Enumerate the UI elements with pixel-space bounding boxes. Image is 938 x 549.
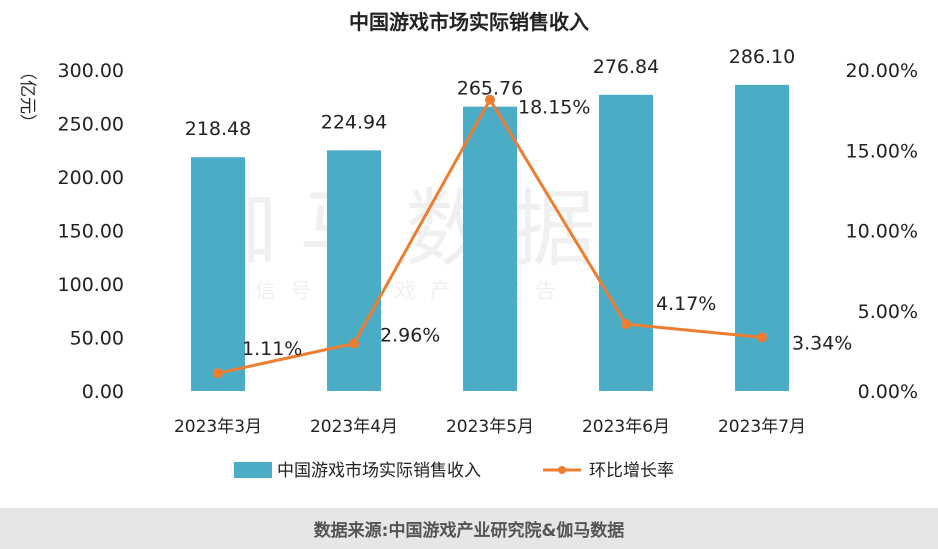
y-left-tick-label: 50.00 [70, 328, 124, 350]
y-right-tick-label: 0.00% [858, 381, 918, 403]
bar [327, 150, 381, 391]
y-axis-right: 0.00% 5.00% 10.00% 15.00% 20.00% [846, 60, 918, 403]
bar-value-label: 286.10 [729, 46, 795, 68]
legend-bar-swatch [234, 462, 272, 478]
chart-title: 中国游戏市场实际销售收入 [349, 10, 589, 34]
y-left-tick-label: 0.00 [82, 381, 124, 403]
y-right-tick-label: 20.00% [846, 60, 918, 82]
x-tick-label: 2023年4月 [310, 417, 398, 437]
bar-value-label: 276.84 [593, 56, 659, 78]
source-footer: 数据来源:中国游戏产业研究院&伽马数据 [0, 508, 938, 549]
bar-value-labels: 218.48 224.94 265.76 276.84 286.10 [185, 46, 795, 140]
line-value-labels: 1.11% 2.96% 18.15% 4.17% 3.34% [242, 97, 852, 360]
y-left-tick-label: 100.00 [58, 274, 124, 296]
line-point [621, 319, 631, 330]
line-value-label: 18.15% [518, 97, 590, 119]
legend-item-line: 环比增长率 [543, 461, 674, 481]
x-tick-label: 2023年7月 [718, 417, 806, 437]
x-axis: 2023年3月 2023年4月 2023年5月 2023年6月 2023年7月 [174, 417, 806, 437]
legend-line-label: 环比增长率 [589, 461, 674, 481]
y-left-tick-label: 300.00 [58, 60, 124, 82]
line-point [485, 94, 495, 105]
watermark: 伽马数据 微信号：游戏产业报告 [193, 180, 617, 303]
bar [191, 157, 245, 391]
watermark-main: 伽马数据 [193, 180, 617, 278]
line-series [213, 94, 767, 379]
y-left-tick-label: 250.00 [58, 114, 124, 136]
y-axis-label: （亿元） [17, 63, 37, 131]
y-right-tick-label: 5.00% [858, 301, 918, 323]
legend-line-marker [558, 466, 566, 474]
line-value-label: 2.96% [380, 324, 440, 346]
line-value-label: 3.34% [792, 332, 852, 354]
x-tick-label: 2023年3月 [174, 417, 262, 437]
line-point [213, 368, 223, 379]
line-value-label: 1.11% [242, 338, 302, 360]
y-right-tick-label: 10.00% [846, 221, 918, 243]
source-text: 数据来源:中国游戏产业研究院&伽马数据 [313, 521, 625, 541]
bar-value-label: 218.48 [185, 118, 251, 140]
x-tick-label: 2023年6月 [582, 417, 670, 437]
y-left-tick-label: 200.00 [58, 167, 124, 189]
line-point [757, 332, 767, 343]
bar [599, 94, 653, 392]
legend: 中国游戏市场实际销售收入 环比增长率 [234, 461, 674, 481]
legend-item-bar: 中国游戏市场实际销售收入 [234, 461, 481, 481]
y-left-tick-label: 150.00 [58, 221, 124, 243]
bar [463, 106, 517, 391]
line-value-label: 4.17% [656, 293, 716, 315]
bar [735, 84, 789, 392]
legend-bar-label: 中国游戏市场实际销售收入 [277, 461, 481, 481]
line-point [349, 338, 359, 349]
x-tick-label: 2023年5月 [446, 417, 534, 437]
bar-value-label: 265.76 [457, 78, 523, 100]
bar-value-label: 224.94 [321, 111, 387, 133]
y-right-tick-label: 15.00% [846, 140, 918, 162]
y-axis-left: 0.00 50.00 100.00 150.00 200.00 250.00 300.00 [58, 60, 124, 403]
chart: 伽马数据 微信号：游戏产业报告 中国游戏市场实际销售收入 （亿元） 0.00 50… [17, 10, 918, 481]
watermark-sub: 微信号：游戏产业报告 [220, 279, 570, 303]
